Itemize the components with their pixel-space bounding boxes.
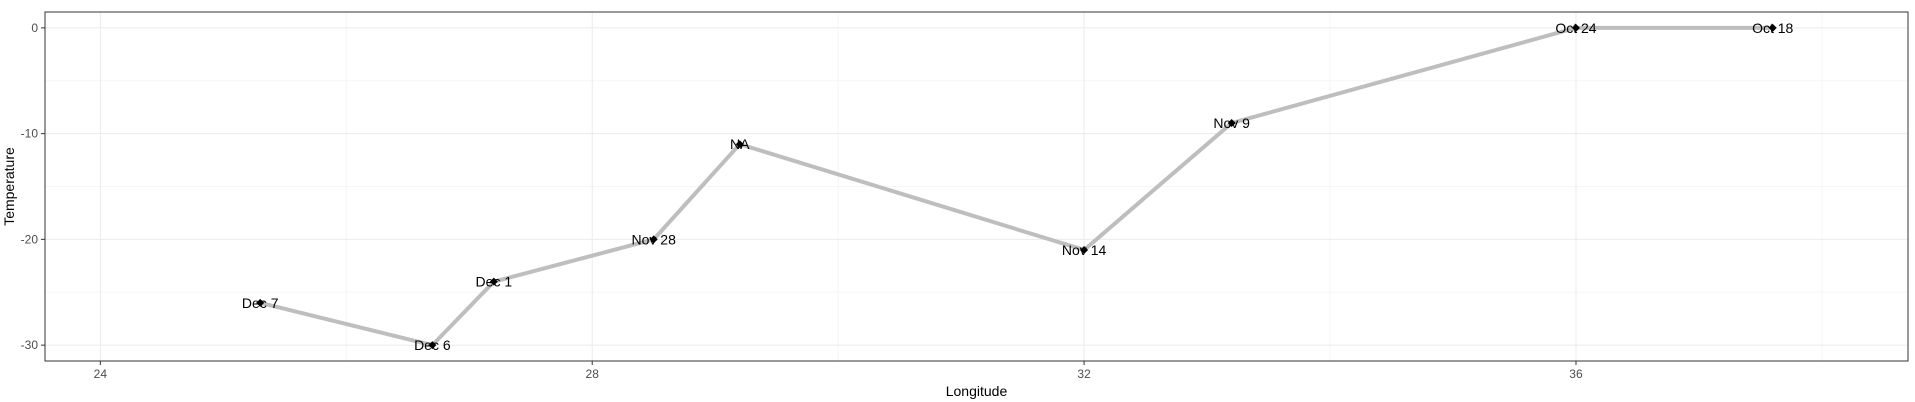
series-points-group: [256, 23, 1777, 350]
x-axis-title: Longitude: [946, 383, 1008, 399]
point-label: Nov 14: [1062, 242, 1107, 258]
point-label: Nov 28: [632, 231, 677, 247]
y-axis-ticks: 0 -10 -20 -30: [21, 21, 45, 352]
y-tick-label: -30: [21, 338, 39, 352]
x-axis-ticks: 24 28 32 36: [94, 361, 1583, 381]
y-tick-label: -10: [21, 127, 39, 141]
data-point: [649, 235, 658, 244]
data-point: [1768, 23, 1777, 32]
point-label: Dec 7: [242, 295, 279, 311]
point-labels-group: Dec 7 Dec 6 Dec 1 Nov 28 NA Nov 14 Nov 9 Oct 24…: [242, 20, 1794, 353]
point-label: Dec 1: [476, 274, 513, 290]
panel-border: [44, 11, 1909, 362]
data-point: [1227, 119, 1236, 128]
data-point: [735, 140, 744, 149]
point-label: Oct 18: [1752, 20, 1793, 36]
point-label: NA: [730, 136, 750, 152]
x-tick-label: 32: [1077, 367, 1091, 381]
data-point: [1571, 23, 1580, 32]
data-point: [489, 277, 498, 286]
x-tick-label: 28: [586, 367, 600, 381]
point-label: Oct 24: [1555, 20, 1596, 36]
y-tick-label: 0: [31, 21, 38, 35]
data-point: [1080, 245, 1089, 254]
data-point: [428, 341, 437, 350]
data-point: [256, 298, 265, 307]
y-tick-label: -20: [21, 232, 39, 246]
y-axis-title: Temperature: [1, 147, 17, 226]
point-label: Nov 9: [1213, 115, 1250, 131]
x-tick-label: 36: [1569, 367, 1583, 381]
point-label: Dec 6: [414, 337, 451, 353]
x-tick-label: 24: [94, 367, 108, 381]
minor-gridlines: [45, 12, 1908, 361]
